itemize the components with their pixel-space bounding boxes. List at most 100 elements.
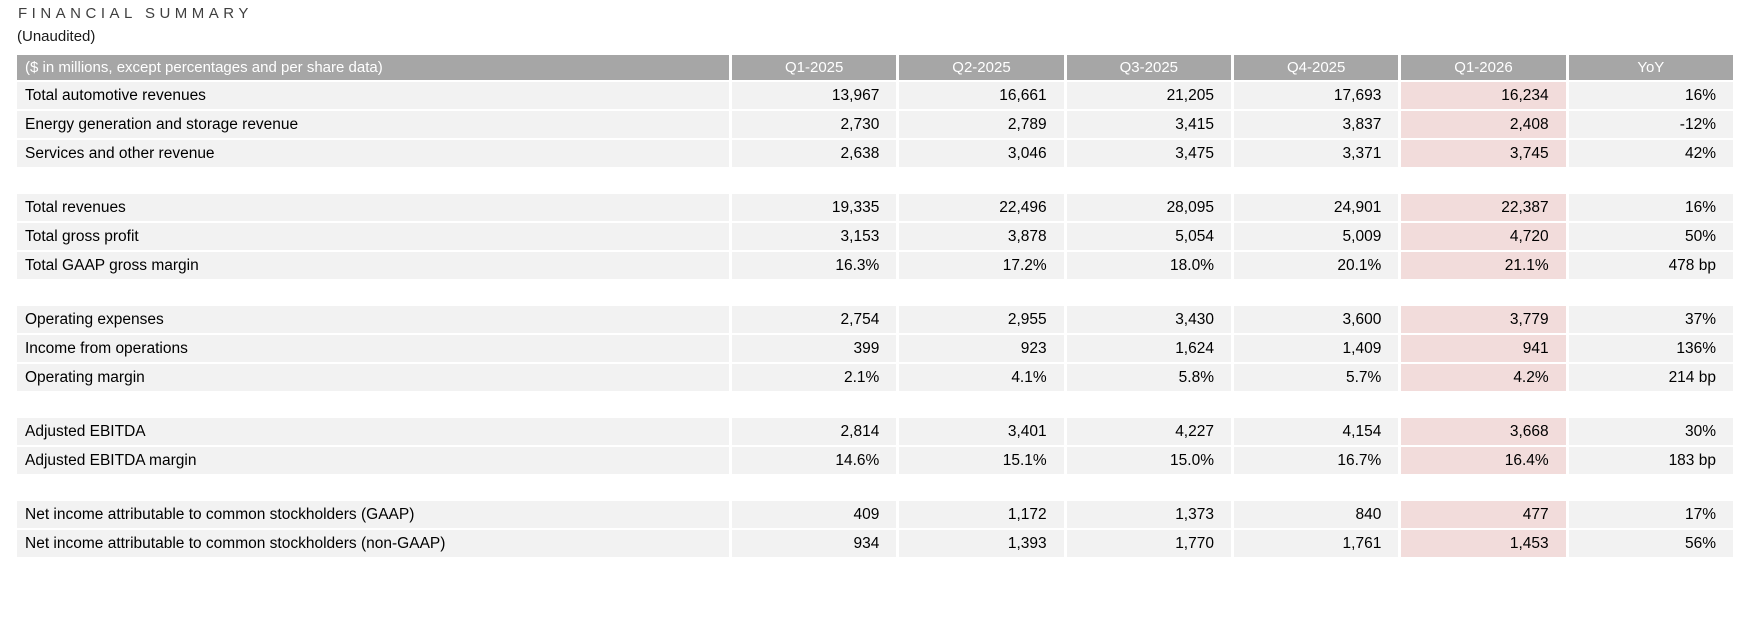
cell-value: 1,453 <box>1401 530 1566 557</box>
section-spacer <box>17 476 1733 499</box>
table-header-q1-2026: Q1-2026 <box>1401 55 1566 80</box>
cell-value: 4,227 <box>1066 418 1231 445</box>
cell-value: 183 bp <box>1568 447 1733 474</box>
financial-summary-table: ($ in millions, except percentages and p… <box>17 55 1733 557</box>
row-label: Income from operations <box>17 335 729 362</box>
cell-value: 399 <box>732 335 897 362</box>
cell-value: 2,730 <box>732 111 897 138</box>
cell-value: 3,878 <box>899 223 1064 250</box>
table-header-q4-2025: Q4-2025 <box>1233 55 1399 80</box>
cell-value: 2.1% <box>732 364 897 391</box>
cell-value: 941 <box>1401 335 1566 362</box>
row-label: Total GAAP gross margin <box>17 252 729 279</box>
cell-value: 3,153 <box>732 223 897 250</box>
cell-value: 16% <box>1568 194 1733 221</box>
row-label: Net income attributable to common stockh… <box>17 530 729 557</box>
cell-value: 478 bp <box>1568 252 1733 279</box>
cell-value: 409 <box>732 501 897 528</box>
cell-value: 2,754 <box>732 306 897 333</box>
table-header-units-label: ($ in millions, except percentages and p… <box>17 55 729 80</box>
cell-value: 3,745 <box>1401 140 1566 167</box>
cell-value: 30% <box>1568 418 1733 445</box>
cell-value: 5,009 <box>1233 223 1399 250</box>
cell-value: 2,638 <box>732 140 897 167</box>
row-label: Total gross profit <box>17 223 729 250</box>
cell-value: 16,234 <box>1401 82 1566 109</box>
cell-value: 16.7% <box>1233 447 1399 474</box>
cell-value: 4,720 <box>1401 223 1566 250</box>
cell-value: 5,054 <box>1066 223 1231 250</box>
cell-value: 2,955 <box>899 306 1064 333</box>
cell-value: 14.6% <box>732 447 897 474</box>
cell-value: 214 bp <box>1568 364 1733 391</box>
cell-value: 3,668 <box>1401 418 1566 445</box>
table-header-q2-2025: Q2-2025 <box>899 55 1064 80</box>
table-header-yoy: YoY <box>1568 55 1733 80</box>
cell-value: 20.1% <box>1233 252 1399 279</box>
row-label: Adjusted EBITDA <box>17 418 729 445</box>
cell-value: 16.4% <box>1401 447 1566 474</box>
cell-value: 3,371 <box>1233 140 1399 167</box>
cell-value: 42% <box>1568 140 1733 167</box>
cell-value: 56% <box>1568 530 1733 557</box>
row-label: Total automotive revenues <box>17 82 729 109</box>
row-label: Services and other revenue <box>17 140 729 167</box>
table-header-q3-2025: Q3-2025 <box>1066 55 1231 80</box>
cell-value: 3,837 <box>1233 111 1399 138</box>
cell-value: 2,789 <box>899 111 1064 138</box>
cell-value: 4.1% <box>899 364 1064 391</box>
cell-value: 16% <box>1568 82 1733 109</box>
section-spacer <box>17 169 1733 192</box>
cell-value: 923 <box>899 335 1064 362</box>
row-label: Adjusted EBITDA margin <box>17 447 729 474</box>
cell-value: 477 <box>1401 501 1566 528</box>
cell-value: 21,205 <box>1066 82 1231 109</box>
cell-value: 1,409 <box>1233 335 1399 362</box>
cell-value: 17% <box>1568 501 1733 528</box>
cell-value: 21.1% <box>1401 252 1566 279</box>
row-label: Operating expenses <box>17 306 729 333</box>
cell-value: 28,095 <box>1066 194 1231 221</box>
cell-value: 934 <box>732 530 897 557</box>
cell-value: -12% <box>1568 111 1733 138</box>
cell-value: 3,475 <box>1066 140 1231 167</box>
cell-value: 22,496 <box>899 194 1064 221</box>
cell-value: 24,901 <box>1233 194 1399 221</box>
cell-value: 840 <box>1233 501 1399 528</box>
cell-value: 2,814 <box>732 418 897 445</box>
cell-value: 5.7% <box>1233 364 1399 391</box>
cell-value: 16,661 <box>899 82 1064 109</box>
cell-value: 18.0% <box>1066 252 1231 279</box>
cell-value: 3,415 <box>1066 111 1231 138</box>
table-header-q1-2025: Q1-2025 <box>732 55 897 80</box>
section-spacer <box>17 393 1733 416</box>
cell-value: 1,761 <box>1233 530 1399 557</box>
cell-value: 5.8% <box>1066 364 1231 391</box>
cell-value: 1,393 <box>899 530 1064 557</box>
cell-value: 3,779 <box>1401 306 1566 333</box>
row-label: Total revenues <box>17 194 729 221</box>
cell-value: 17.2% <box>899 252 1064 279</box>
row-label: Energy generation and storage revenue <box>17 111 729 138</box>
cell-value: 2,408 <box>1401 111 1566 138</box>
cell-value: 136% <box>1568 335 1733 362</box>
cell-value: 13,967 <box>732 82 897 109</box>
cell-value: 3,600 <box>1233 306 1399 333</box>
page-title: FINANCIAL SUMMARY <box>18 5 253 22</box>
cell-value: 37% <box>1568 306 1733 333</box>
cell-value: 3,401 <box>899 418 1064 445</box>
row-label: Net income attributable to common stockh… <box>17 501 729 528</box>
section-spacer <box>17 281 1733 304</box>
row-label: Operating margin <box>17 364 729 391</box>
cell-value: 1,373 <box>1066 501 1231 528</box>
cell-value: 3,046 <box>899 140 1064 167</box>
cell-value: 17,693 <box>1233 82 1399 109</box>
cell-value: 4,154 <box>1233 418 1399 445</box>
cell-value: 19,335 <box>732 194 897 221</box>
cell-value: 15.1% <box>899 447 1064 474</box>
cell-value: 3,430 <box>1066 306 1231 333</box>
cell-value: 1,624 <box>1066 335 1231 362</box>
cell-value: 15.0% <box>1066 447 1231 474</box>
cell-value: 16.3% <box>732 252 897 279</box>
